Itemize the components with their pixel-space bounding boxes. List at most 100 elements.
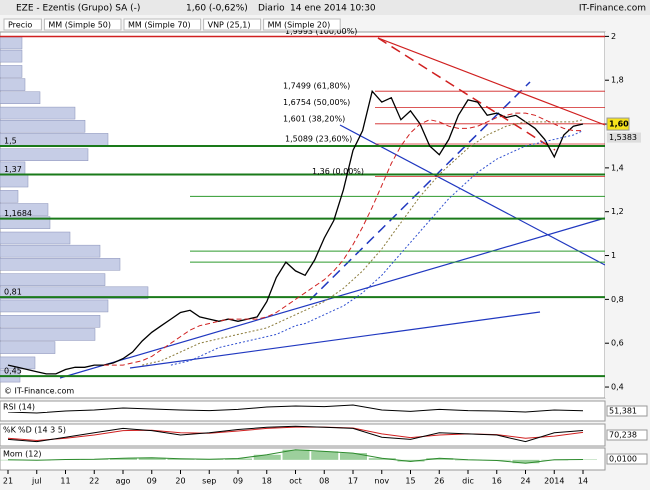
volume-bar bbox=[0, 36, 23, 50]
legend-entry: MM (Simple 50) bbox=[48, 21, 111, 30]
indicator-line bbox=[7, 449, 584, 464]
period: Diario bbox=[258, 4, 285, 14]
moving-average bbox=[170, 130, 584, 366]
x-tick-label: oct bbox=[289, 477, 301, 486]
header-bar bbox=[0, 0, 650, 15]
volume-bar bbox=[0, 231, 71, 245]
indicator-line bbox=[7, 404, 584, 414]
x-tick-label: 09 bbox=[147, 477, 157, 486]
momentum-bar bbox=[253, 454, 281, 460]
x-tick-label: 26 bbox=[434, 477, 444, 486]
volume-bar bbox=[0, 244, 101, 258]
volume-bar bbox=[0, 119, 86, 133]
legend-box bbox=[263, 18, 341, 31]
volume-bar bbox=[0, 49, 23, 63]
legend-box bbox=[43, 18, 122, 31]
panel-label: RSI (14) bbox=[3, 403, 35, 412]
x-tick-label: 24 bbox=[520, 477, 530, 486]
x-tick-label: 09 bbox=[233, 477, 243, 486]
legend-box bbox=[123, 18, 202, 31]
panel-label-box bbox=[1, 402, 47, 412]
momentum-bar bbox=[368, 458, 396, 460]
credit: © IT-Finance.com bbox=[4, 387, 74, 396]
volume-bar bbox=[0, 328, 96, 341]
momentum-bar bbox=[426, 458, 454, 460]
volume-bar bbox=[0, 78, 26, 91]
x-tick-label: 14 bbox=[578, 477, 588, 486]
fib-label: 1,601 (38,20%) bbox=[283, 114, 345, 123]
x-tick-label: ago bbox=[116, 477, 131, 486]
panel-label: %K bbox=[3, 426, 17, 435]
level-label: 0,81 bbox=[4, 288, 22, 297]
momentum-bar bbox=[570, 459, 597, 461]
volume-bar bbox=[0, 65, 23, 78]
x-tick-label: 21 bbox=[3, 477, 13, 486]
x-tick-label: nov bbox=[374, 477, 389, 486]
indicator-panel bbox=[0, 400, 606, 422]
trend-lines bbox=[59, 37, 606, 379]
x-tick-label: 22 bbox=[89, 477, 99, 486]
level-label: 1,37 bbox=[4, 165, 22, 174]
panel-label-box bbox=[1, 449, 47, 459]
x-tick-label: 20 bbox=[175, 477, 185, 486]
panel-label: %D (14 3 5) bbox=[18, 426, 66, 435]
volume-bar bbox=[0, 106, 76, 120]
current-label: 70,238 bbox=[609, 431, 637, 440]
axis-area bbox=[605, 32, 650, 398]
x-tick-label: 18 bbox=[262, 477, 272, 486]
trend-line bbox=[309, 81, 531, 301]
y-tick-label: 0,8 bbox=[611, 295, 624, 304]
x-tick-label: 11 bbox=[60, 477, 70, 486]
y-tick-label: 1,8 bbox=[611, 76, 624, 85]
trend-line bbox=[129, 311, 541, 369]
x-tick-label: sep bbox=[202, 477, 216, 486]
level-label: 1,1684 bbox=[4, 209, 32, 218]
symbol: EZE - Ezentis (Grupo) SA (-) bbox=[16, 4, 140, 14]
fib-label: 1,6754 (50,00%) bbox=[283, 98, 350, 107]
level-label: 1,5 bbox=[4, 136, 17, 145]
momentum-bar bbox=[340, 453, 367, 460]
prev-box bbox=[607, 132, 641, 143]
trend-line bbox=[339, 124, 606, 266]
momentum-bar bbox=[225, 458, 252, 460]
volume-bar bbox=[0, 286, 149, 300]
current-box bbox=[606, 429, 648, 441]
panel-label-box bbox=[1, 425, 17, 435]
momentum-bar bbox=[110, 458, 137, 460]
y-tick-label: 1,2 bbox=[611, 207, 624, 216]
momentum-bar bbox=[167, 458, 195, 460]
x-tick-label: dic bbox=[462, 477, 474, 486]
last-box bbox=[606, 117, 630, 131]
x-tick-label: 16 bbox=[492, 477, 502, 486]
fib-label: 1,9993 (100,00%) bbox=[285, 27, 357, 36]
momentum-bar bbox=[397, 459, 425, 462]
legend-box bbox=[3, 18, 42, 31]
legend-entry: VNP (25,1) bbox=[208, 21, 251, 30]
moving-average bbox=[142, 119, 584, 366]
x-tick-label: 2014 bbox=[544, 477, 564, 486]
panel-label: Mom (12) bbox=[3, 450, 42, 459]
volume-bar bbox=[0, 148, 89, 161]
x-tick-label: 15 bbox=[405, 477, 415, 486]
momentum-bar bbox=[282, 449, 310, 460]
legend-entry: MM (Simple 70) bbox=[128, 21, 191, 30]
x-tick-label: jul bbox=[31, 477, 42, 486]
momentum-bar bbox=[512, 459, 540, 464]
current-label: 51,381 bbox=[609, 407, 637, 416]
momentum-bar bbox=[311, 451, 339, 460]
level-label: 0,45 bbox=[4, 367, 22, 376]
plot-area bbox=[0, 31, 606, 399]
brand: IT-Finance.com bbox=[579, 4, 646, 14]
volume-bar bbox=[0, 273, 106, 286]
indicator-panel bbox=[0, 423, 606, 447]
volume-bar bbox=[0, 299, 109, 313]
volume-bar bbox=[0, 190, 19, 203]
trend-line bbox=[377, 37, 606, 126]
current-box bbox=[606, 405, 648, 417]
current-label: 0,0100 bbox=[609, 455, 637, 464]
prev-label: 1,5383 bbox=[609, 133, 637, 142]
y-tick-label: 1,4 bbox=[611, 163, 624, 172]
volume-bar bbox=[0, 315, 101, 328]
legend-entry: Precio bbox=[8, 21, 32, 30]
